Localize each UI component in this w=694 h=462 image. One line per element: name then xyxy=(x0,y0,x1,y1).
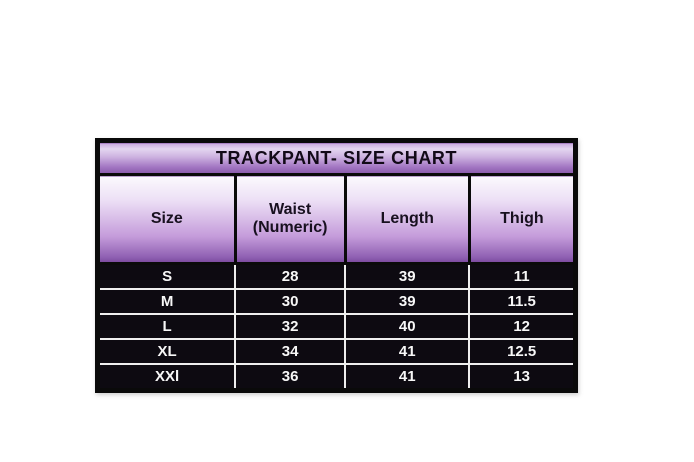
column-header-thigh: Thigh xyxy=(467,174,576,265)
waist-value: 34 xyxy=(234,338,347,365)
thigh-value: 12 xyxy=(468,313,577,340)
size-chart-table: TRACKPANT- SIZE CHART Size Waist (Numeri… xyxy=(95,138,578,393)
length-value: 39 xyxy=(344,288,471,315)
table-row: S 28 39 11 xyxy=(96,262,577,290)
size-value: XXl xyxy=(96,363,237,392)
table-row: XXl 36 41 13 xyxy=(96,363,577,392)
header-row: Size Waist (Numeric) Length Thigh xyxy=(97,174,576,265)
thigh-value: 11 xyxy=(468,262,577,290)
thigh-value: 12.5 xyxy=(468,338,577,365)
title-row: TRACKPANT- SIZE CHART xyxy=(97,140,576,176)
table-row: XL 34 41 12.5 xyxy=(96,338,577,365)
table-row: M 30 39 11.5 xyxy=(96,288,577,315)
column-header-waist: Waist (Numeric) xyxy=(233,174,346,265)
waist-value: 30 xyxy=(234,288,347,315)
size-chart-container: TRACKPANT- SIZE CHART Size Waist (Numeri… xyxy=(95,138,578,393)
size-value: L xyxy=(96,313,237,340)
length-value: 41 xyxy=(344,338,471,365)
length-value: 39 xyxy=(344,262,471,290)
length-value: 40 xyxy=(344,313,471,340)
thigh-value: 11.5 xyxy=(468,288,577,315)
table-title: TRACKPANT- SIZE CHART xyxy=(97,140,576,176)
waist-value: 32 xyxy=(234,313,347,340)
size-value: M xyxy=(96,288,237,315)
waist-value: 36 xyxy=(234,363,347,392)
thigh-value: 13 xyxy=(468,363,577,392)
size-value: S xyxy=(96,262,237,290)
size-value: XL xyxy=(96,338,237,365)
waist-value: 28 xyxy=(234,262,347,290)
column-header-size: Size xyxy=(97,174,236,265)
length-value: 41 xyxy=(344,363,471,392)
column-header-length: Length xyxy=(343,174,470,265)
table-row: L 32 40 12 xyxy=(96,313,577,340)
